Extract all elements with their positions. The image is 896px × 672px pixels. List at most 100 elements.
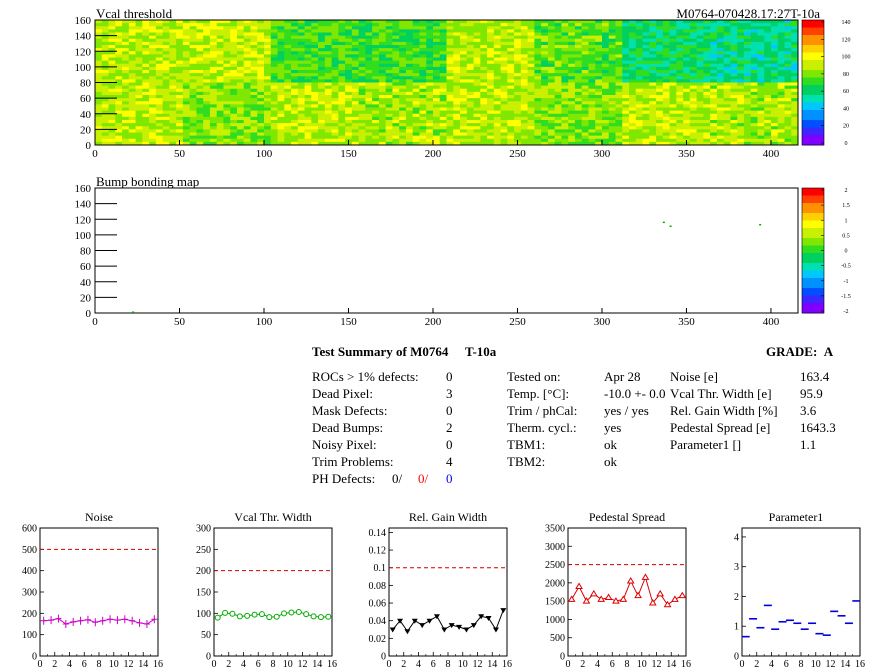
heat-cell <box>453 51 461 55</box>
heat-cell <box>554 107 562 112</box>
ph-value-2-text: 0/ <box>418 471 429 486</box>
heat-cell <box>108 85 116 90</box>
heat-cell <box>554 54 562 58</box>
y-tick-label: 0.08 <box>369 581 387 592</box>
heat-cell <box>182 35 191 40</box>
heat-cell <box>115 120 123 124</box>
heat-cell <box>196 51 204 55</box>
heat-cell <box>737 57 745 62</box>
heat-cell <box>162 123 170 127</box>
heat-cell <box>683 63 691 68</box>
heat-cell <box>331 101 339 105</box>
heat-cell <box>155 88 163 93</box>
heat-cell <box>426 141 434 146</box>
heat-cell <box>574 41 583 46</box>
heat-cell <box>574 95 583 99</box>
heat-cell <box>723 107 731 112</box>
heat-cell <box>250 110 258 115</box>
heat-cell <box>662 88 670 93</box>
heat-cell <box>432 60 441 65</box>
heat-cell <box>676 35 684 40</box>
heat-cell <box>764 141 772 146</box>
heat-cell <box>615 57 623 62</box>
heat-cell <box>149 141 157 146</box>
heat-cell <box>358 45 366 49</box>
heat-cell <box>507 120 515 124</box>
heat-cell <box>710 91 718 96</box>
heat-cell <box>115 29 123 33</box>
heat-cell <box>142 88 150 93</box>
heat-cell <box>534 110 542 115</box>
heat-cell <box>561 60 569 65</box>
heat-cell <box>277 129 285 133</box>
heat-cell <box>358 82 366 87</box>
heat-cell <box>541 85 549 90</box>
heat-cell <box>324 95 332 99</box>
heat-cell <box>770 88 779 93</box>
heat-cell <box>446 29 454 33</box>
heat-cell <box>601 91 610 96</box>
heat-cell <box>351 70 360 74</box>
heat-cell <box>642 70 650 74</box>
heat-cell <box>385 70 393 74</box>
heat-cell <box>595 141 603 146</box>
heat-cell <box>676 57 684 62</box>
heat-cell <box>466 79 474 83</box>
heat-cell <box>723 82 731 87</box>
heat-cell <box>514 45 522 49</box>
heat-cell <box>263 38 272 43</box>
heat-cell <box>581 82 589 87</box>
heat-cell <box>608 138 616 143</box>
heat-cell <box>723 126 731 130</box>
heat-cell <box>230 57 238 62</box>
heat-cell <box>372 32 380 37</box>
z-tick-label: -2 <box>844 309 849 315</box>
heat-cell <box>392 129 400 133</box>
heat-cell <box>716 123 725 127</box>
heat-cell <box>149 82 157 87</box>
data-point <box>70 617 77 626</box>
heat-cell <box>338 20 346 24</box>
heat-cell <box>581 63 589 68</box>
heat-cell <box>757 38 765 43</box>
heat-cell <box>615 35 623 40</box>
heat-cell <box>554 48 562 52</box>
heat-cell <box>176 95 184 99</box>
heat-cell <box>331 38 339 43</box>
heat-cell <box>432 41 441 46</box>
heat-cell <box>243 70 251 74</box>
heat-cell <box>209 45 218 49</box>
heat-cell <box>304 120 312 124</box>
heat-cell <box>764 66 772 71</box>
heat-cell <box>155 82 163 87</box>
heat-cell <box>581 57 589 62</box>
color-scale-band <box>802 260 824 264</box>
heat-cell <box>128 98 136 102</box>
heat-cell <box>230 132 238 137</box>
heat-cell <box>635 45 643 49</box>
heat-cell <box>493 120 501 124</box>
heat-cell <box>629 138 637 143</box>
x-tick-label: 350 <box>678 316 695 328</box>
data-point <box>114 616 121 625</box>
heat-cell <box>203 141 211 146</box>
heat-cell <box>608 38 616 43</box>
heat-cell <box>615 129 623 133</box>
heat-cell <box>601 104 610 108</box>
heat-cell <box>196 120 204 124</box>
heat-cell <box>635 91 643 96</box>
heat-cell <box>703 63 711 68</box>
heat-cell <box>284 76 292 80</box>
heat-cell <box>514 104 522 108</box>
heat-cell <box>561 45 569 49</box>
heat-cell <box>392 29 400 33</box>
heat-cell <box>365 88 373 93</box>
heat-cell <box>135 60 143 65</box>
heat-cell <box>574 98 583 102</box>
heat-cell <box>277 35 285 40</box>
heat-cell <box>203 66 211 71</box>
heat-cell <box>500 26 508 30</box>
heat-cell <box>595 85 603 90</box>
heat-cell <box>757 126 765 130</box>
heat-cell <box>723 88 731 93</box>
